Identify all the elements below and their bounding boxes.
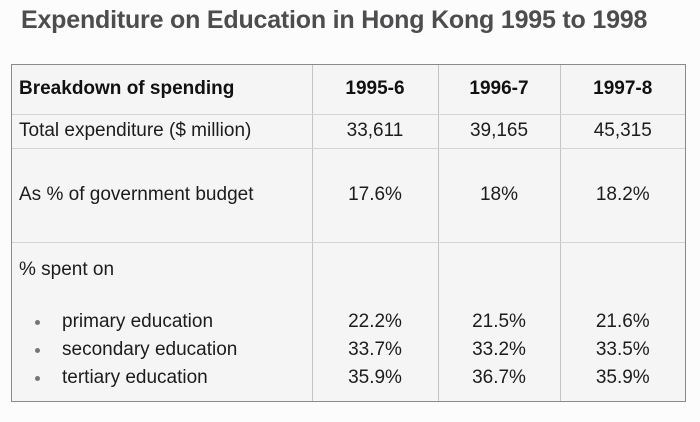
primary-education-1995-6: 22.2% — [348, 310, 402, 332]
primary-education-1996-7: 21.5% — [472, 310, 526, 332]
primary-education-1997-8: 21.6% — [595, 310, 650, 332]
list-item-secondary-education: secondary education — [12, 336, 312, 364]
tertiary-education-1995-6: 35.9% — [348, 366, 402, 388]
breakdown-label-cell: % spent on primary education secondary e… — [12, 242, 312, 401]
table-header-row: Breakdown of spending 1995-6 1996-7 1997… — [12, 65, 685, 115]
tertiary-education-1996-7: 36.7% — [472, 366, 526, 388]
secondary-education-1995-6: 33.7% — [348, 338, 402, 360]
column-header-breakdown: Breakdown of spending — [12, 65, 312, 115]
breakdown-section-label: % spent on — [19, 258, 115, 280]
list-item-label: secondary education — [62, 338, 238, 360]
total-expenditure-1997-8: 45,315 — [559, 114, 685, 149]
row-label-total-expenditure: Total expenditure ($ million) — [12, 114, 312, 149]
bullet-icon — [35, 319, 40, 325]
total-expenditure-1995-6: 33,611 — [311, 114, 438, 149]
data-table: Breakdown of spending 1995-6 1996-7 1997… — [12, 65, 685, 401]
secondary-education-1996-7: 33.2% — [472, 338, 526, 360]
bullet-icon — [35, 375, 40, 381]
list-item-tertiary-education: tertiary education — [12, 364, 312, 392]
breakdown-values-1995-6: 22.2% 33.7% 35.9% — [311, 242, 438, 401]
tertiary-education-1997-8: 35.9% — [595, 366, 650, 388]
secondary-education-1997-8: 33.5% — [595, 338, 650, 360]
list-item-label: tertiary education — [62, 366, 208, 388]
table-row-spending-breakdown: % spent on primary education secondary e… — [12, 242, 685, 401]
budget-percent-1996-7: 18% — [437, 148, 560, 243]
breakdown-values-1996-7: 21.5% 33.2% 36.7% — [437, 242, 560, 401]
list-item-primary-education: primary education — [12, 308, 312, 336]
column-header-1997-8: 1997-8 — [559, 65, 685, 115]
page-title: Expenditure on Education in Hong Kong 19… — [21, 6, 648, 34]
table-row-budget-percent: As % of government budget 17.6% 18% 18.2… — [12, 148, 685, 243]
budget-percent-1997-8: 18.2% — [559, 148, 685, 243]
column-header-1996-7: 1996-7 — [437, 65, 560, 115]
budget-percent-1995-6: 17.6% — [311, 148, 438, 243]
breakdown-values-1997-8: 21.6% 33.5% 35.9% — [559, 242, 685, 401]
total-expenditure-1996-7: 39,165 — [437, 114, 560, 149]
table-row-total-expenditure: Total expenditure ($ million) 33,611 39,… — [12, 114, 685, 149]
row-label-budget-percent: As % of government budget — [12, 148, 312, 243]
list-item-label: primary education — [62, 310, 214, 332]
breakdown-list: primary education secondary education te… — [12, 308, 312, 392]
bullet-icon — [35, 347, 40, 353]
expenditure-table: Breakdown of spending 1995-6 1996-7 1997… — [11, 64, 686, 402]
column-header-1995-6: 1995-6 — [311, 65, 438, 115]
